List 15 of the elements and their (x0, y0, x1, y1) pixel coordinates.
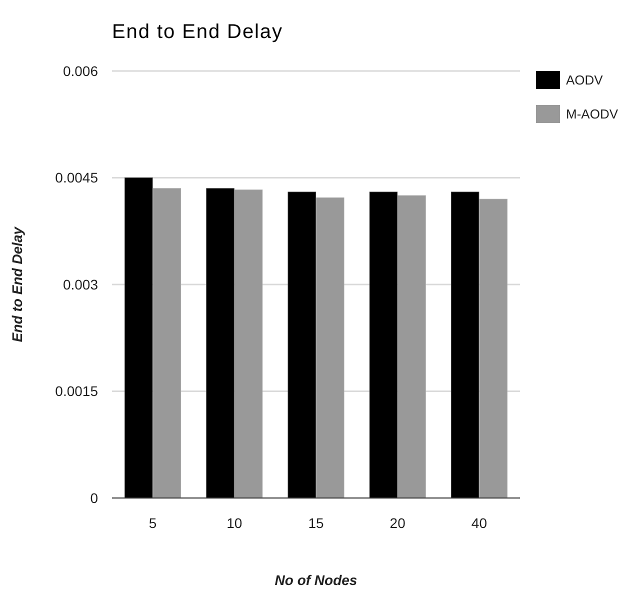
x-tick-label: 10 (226, 515, 242, 531)
y-axis-title: End to End Delay (9, 226, 25, 342)
y-tick-label: 0.0045 (55, 170, 98, 186)
x-tick-label: 5 (148, 515, 157, 531)
y-tick-label: 0.0015 (55, 383, 98, 400)
y-tick-label: 0.006 (62, 62, 98, 79)
chart-title: End to End Delay (112, 21, 282, 43)
legend-label: AODV (566, 72, 604, 88)
x-axis-title: No of Nodes (274, 572, 358, 588)
x-tick-label: 15 (308, 515, 324, 531)
x-tick-label: 20 (390, 515, 406, 531)
legend-label: M-AODV (566, 106, 618, 122)
y-tick-label: 0.003 (62, 276, 98, 292)
y-tick-label: 0 (90, 490, 98, 506)
x-tick-label: 40 (471, 515, 488, 531)
